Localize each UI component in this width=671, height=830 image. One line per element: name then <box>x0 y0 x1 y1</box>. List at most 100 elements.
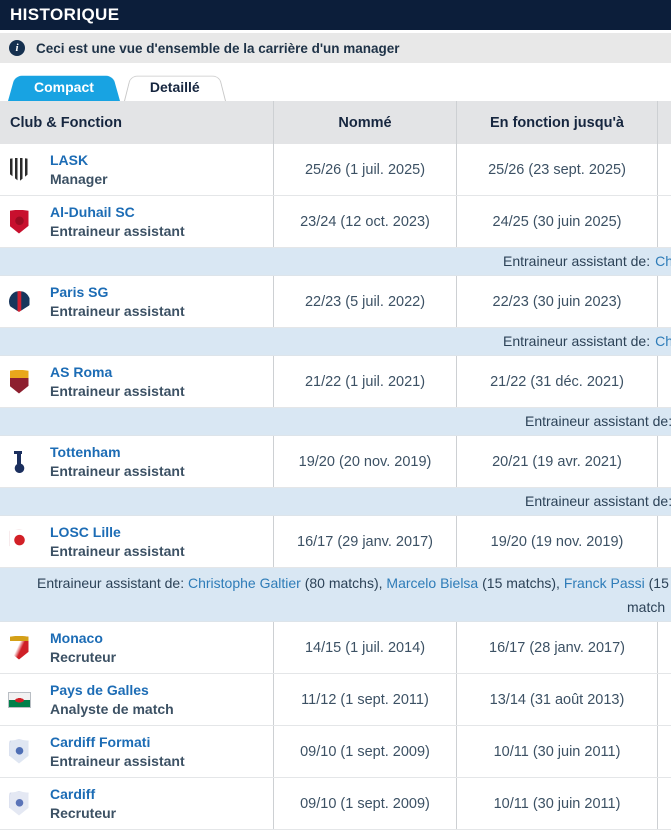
sub-text: (15 matchs), <box>478 575 564 591</box>
roma-crest-icon <box>9 369 29 394</box>
club-link[interactable]: Al-Duhail SC <box>50 203 135 220</box>
manager-link[interactable]: Ch <box>655 333 671 349</box>
table-row: Paris SG Entraineur assistant 22/23 (5 j… <box>0 276 671 328</box>
info-text: Ceci est une vue d'ensemble de la carriè… <box>36 40 400 56</box>
club-role: Recruteur <box>50 804 117 821</box>
club-fonction-cell: Al-Duhail SC Entraineur assistant <box>0 196 274 247</box>
manager-link[interactable]: Franck Passi <box>563 575 645 591</box>
page-title-text: HISTORIQUE <box>10 5 120 24</box>
club-text: Cardiff Formati Entraineur assistant <box>50 733 185 771</box>
table-row: Pays de Galles Analyste de match 11/12 (… <box>0 674 671 726</box>
manager-link[interactable]: Marcelo Bielsa <box>386 575 479 591</box>
appointed-date: 19/20 (20 nov. 2019) <box>274 436 457 487</box>
until-date: 21/22 (31 déc. 2021) <box>457 356 658 407</box>
tab-detaille[interactable]: Detaillé <box>124 72 226 101</box>
manager-link[interactable]: Ch <box>655 253 671 269</box>
club-text: AS Roma Entraineur assistant <box>50 363 185 401</box>
row-cutoff-cell <box>658 436 671 487</box>
appointed-date: 09/10 (1 sept. 2009) <box>274 778 457 829</box>
assistant-of-row: Entraineur assistant de:Ch <box>0 328 671 356</box>
sub-text: Entraineur assistant de: <box>503 333 651 349</box>
row-cutoff-cell <box>658 276 671 327</box>
table-row: Tottenham Entraineur assistant 19/20 (20… <box>0 436 671 488</box>
appointed-date: 09/10 (1 sept. 2009) <box>274 726 457 777</box>
crest-box <box>8 739 30 764</box>
until-date: 25/26 (23 sept. 2025) <box>457 144 658 195</box>
club-text: Tottenham Entraineur assistant <box>50 443 185 481</box>
club-role: Entraineur assistant <box>50 542 185 559</box>
crest-box <box>8 369 30 394</box>
crest-box <box>8 791 30 816</box>
row-cutoff-cell <box>658 516 671 567</box>
appointed-date: 23/24 (12 oct. 2023) <box>274 196 457 247</box>
club-link[interactable]: Pays de Galles <box>50 681 149 698</box>
crest-box <box>8 291 30 312</box>
club-link[interactable]: Cardiff Formati <box>50 733 151 750</box>
sub-text: (15 m <box>648 575 669 591</box>
club-link[interactable]: LASK <box>50 151 89 168</box>
club-text: Paris SG Entraineur assistant <box>50 283 185 321</box>
crest-box <box>8 209 30 234</box>
row-cutoff-cell <box>658 726 671 777</box>
club-link[interactable]: Monaco <box>50 629 103 646</box>
club-text: Monaco Recruteur <box>50 629 116 667</box>
club-link[interactable]: AS Roma <box>50 363 113 380</box>
until-date: 24/25 (30 juin 2025) <box>457 196 658 247</box>
until-date: 16/17 (28 janv. 2017) <box>457 622 658 673</box>
table-row: Al-Duhail SC Entraineur assistant 23/24 … <box>0 196 671 248</box>
page-title: HISTORIQUE <box>0 0 671 30</box>
lask-crest-icon <box>9 157 29 182</box>
club-link[interactable]: Paris SG <box>50 283 109 300</box>
sub-text: Entraineur assistant de: <box>503 253 651 269</box>
table-row: Cardiff Recruteur 09/10 (1 sept. 2009) 1… <box>0 778 671 830</box>
club-fonction-cell: Pays de Galles Analyste de match <box>0 674 274 725</box>
row-cutoff-cell <box>658 144 671 195</box>
column-header-en-fonction: En fonction jusqu'à <box>457 101 658 144</box>
tab-compact[interactable]: Compact <box>8 72 120 101</box>
crest-box <box>8 635 30 660</box>
club-link[interactable]: Tottenham <box>50 443 121 460</box>
club-role: Entraineur assistant <box>50 382 185 399</box>
alduhail-crest-icon <box>9 209 29 234</box>
assistant-of-row: Entraineur assistant de: Christophe Galt… <box>0 568 671 622</box>
monaco-crest-icon <box>9 635 29 660</box>
sub-text: Entraineur assistant de: <box>525 413 671 429</box>
crest-box <box>8 449 30 474</box>
cardiff2-crest-icon <box>9 791 29 816</box>
table-row: LASK Manager 25/26 (1 juil. 2025) 25/26 … <box>0 144 671 196</box>
table-row: Monaco Recruteur 14/15 (1 juil. 2014) 16… <box>0 622 671 674</box>
club-fonction-cell: Monaco Recruteur <box>0 622 274 673</box>
until-date: 22/23 (30 juin 2023) <box>457 276 658 327</box>
appointed-date: 14/15 (1 juil. 2014) <box>274 622 457 673</box>
tab-detaille-label: Detaillé <box>149 79 200 95</box>
until-date: 10/11 (30 juin 2011) <box>457 778 658 829</box>
psg-crest-icon <box>8 291 30 312</box>
assistant-of-row: Entraineur assistant de: <box>0 408 671 436</box>
assistant-of-row: Entraineur assistant de: <box>0 488 671 516</box>
assistant-of-row: Entraineur assistant de:Ch <box>0 248 671 276</box>
column-header-nomme: Nommé <box>274 101 457 144</box>
appointed-date: 22/23 (5 juil. 2022) <box>274 276 457 327</box>
tottenham-crest-icon <box>11 449 27 474</box>
row-cutoff-cell <box>658 778 671 829</box>
table-row: Cardiff Formati Entraineur assistant 09/… <box>0 726 671 778</box>
cardiff1-crest-icon <box>9 739 29 764</box>
sub-text: Entraineur assistant de: <box>525 493 671 509</box>
sub-text: (80 matchs), <box>300 575 387 591</box>
until-date: 20/21 (19 avr. 2021) <box>457 436 658 487</box>
row-cutoff-cell <box>658 196 671 247</box>
tab-compact-label: Compact <box>34 79 94 95</box>
club-role: Analyste de match <box>50 700 174 717</box>
club-fonction-cell: Cardiff Formati Entraineur assistant <box>0 726 274 777</box>
club-link[interactable]: LOSC Lille <box>50 523 121 540</box>
club-link[interactable]: Cardiff <box>50 785 96 802</box>
manager-link[interactable]: Christophe Galtier <box>187 575 301 591</box>
club-fonction-cell: Tottenham Entraineur assistant <box>0 436 274 487</box>
until-date: 13/14 (31 août 2013) <box>457 674 658 725</box>
crest-box <box>8 157 30 182</box>
row-cutoff-cell <box>658 356 671 407</box>
club-text: Pays de Galles Analyste de match <box>50 681 174 719</box>
appointed-date: 16/17 (29 janv. 2017) <box>274 516 457 567</box>
club-text: Al-Duhail SC Entraineur assistant <box>50 203 185 241</box>
